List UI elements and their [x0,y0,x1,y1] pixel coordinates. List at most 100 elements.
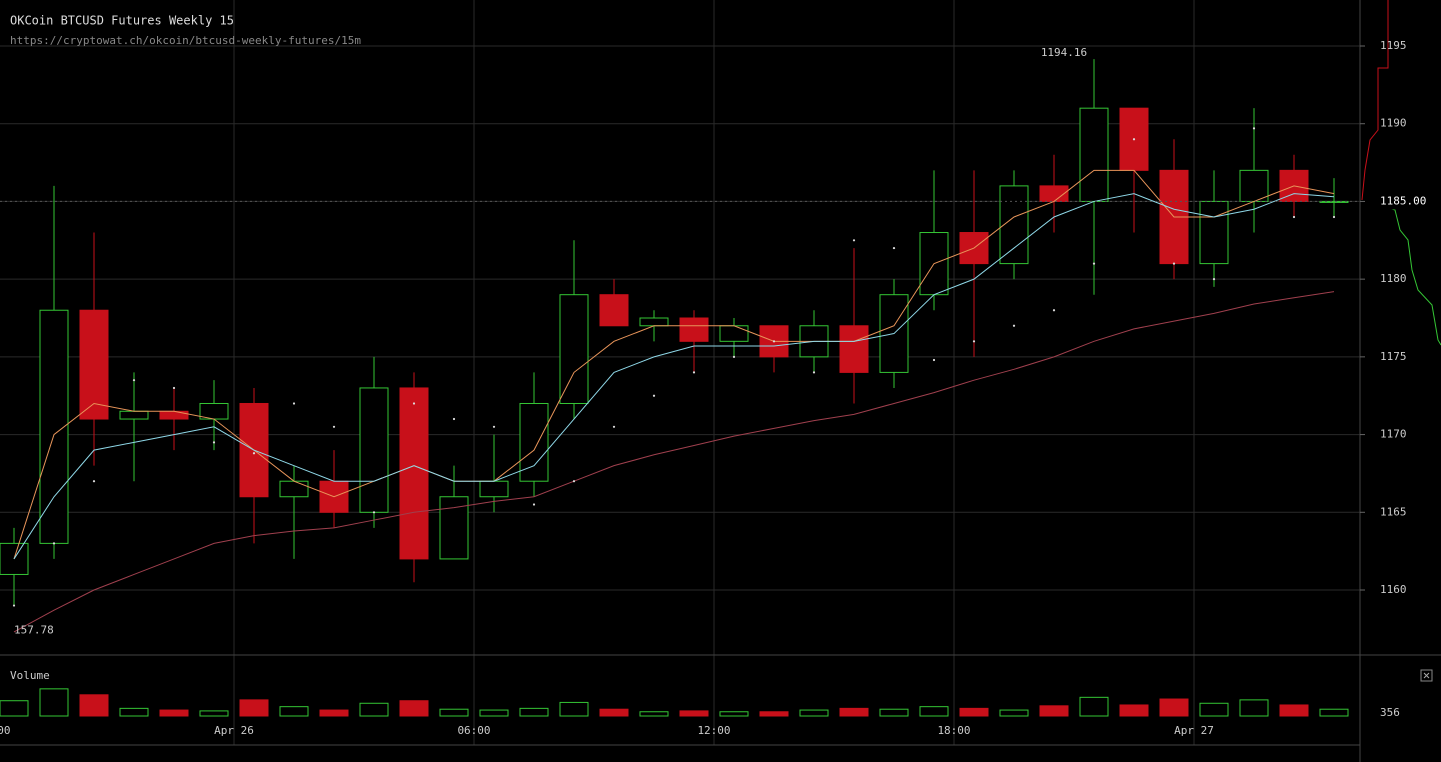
indicator-line [13,193,1335,560]
y-tick-label: 1165 [1380,505,1407,518]
volume-bar [279,706,309,717]
volume-bar [479,709,509,717]
sar-dot [52,542,56,545]
sar-dot [1292,215,1296,219]
volume-bar [719,711,749,717]
sar-dot [172,386,176,390]
volume-bar [359,702,389,717]
volume-bar [239,699,269,717]
volume-bar [119,707,149,717]
x-tick-label: Apr 26 [214,724,254,737]
candle-body [519,402,549,482]
candle-body [119,410,149,420]
sar-dot [412,402,416,405]
current-price-box [1376,193,1436,210]
volume-bar [919,706,949,717]
close-icon[interactable] [1423,672,1430,679]
volume-bar [599,708,629,717]
sar-dot [1012,324,1016,327]
sar-dot [532,503,536,506]
sar-dot [1052,309,1056,312]
volume-bar [1039,705,1069,717]
volume-bar [1319,708,1349,717]
sar-dot [332,425,336,428]
sar-dot [212,441,216,444]
candle-body [639,317,669,327]
candle-body [479,480,509,498]
y-tick-label: 1195 [1380,39,1407,52]
volume-bar [799,709,829,717]
candle-body [599,294,629,327]
volume-bar [1119,704,1149,717]
sar-dot [492,425,496,428]
volume-bar [1239,699,1269,717]
candle-body [839,325,869,373]
volume-bar [559,701,589,717]
sar-dot [892,246,896,250]
sar-dot [812,371,816,374]
x-tick-label: 06:00 [457,724,490,737]
x-tick-label: 18:00 [937,724,970,737]
candle-body [1319,200,1349,203]
sar-dot [972,340,976,343]
volume-bar [319,709,349,717]
annotation: 1194.16 [1041,46,1087,59]
sar-dot [1092,262,1096,265]
y-tick-label: 1190 [1380,117,1407,130]
candle-body [79,309,109,420]
volume-bar [879,708,909,717]
volume-bar [79,694,109,717]
sar-dot [452,417,456,421]
annotation: 157.78 [14,624,54,637]
close-button[interactable] [1420,669,1433,682]
depth-bids [1379,204,1441,346]
volume-bar [1279,704,1309,717]
close-box[interactable] [1420,669,1433,682]
marks [0,59,1349,717]
volume-bar [1159,698,1189,717]
sar-dot [132,379,136,382]
candle-body [719,325,749,342]
sar-dot [1132,138,1136,141]
volume-bar [439,708,469,717]
volume-bar [679,710,709,717]
candle-body [359,387,389,513]
sar-dot [292,402,296,405]
candle-body [279,480,309,498]
sar-dot [612,425,616,428]
chart-title: OKCoin BTCUSD Futures Weekly 15 [10,14,234,28]
volume-bar [0,700,29,717]
volume-bar [959,707,989,717]
sar-dot [92,480,96,483]
depth-asks [1361,0,1389,201]
sar-dot [1172,262,1176,265]
sar-dot [372,511,376,514]
sar-dot [252,452,256,455]
candle-body [439,496,469,560]
sar-dot [732,355,736,358]
volume-bar [519,707,549,717]
sar-dot [652,394,656,397]
candle-body [1199,200,1229,265]
sar-dot [852,239,856,242]
volume-bar [399,700,429,717]
indicator-line [13,169,1335,560]
sar-dot [12,604,16,607]
y-tick-label: 1170 [1380,428,1407,441]
sar-dot [572,480,576,483]
indicator-line [13,291,1335,633]
volume-bar [1199,702,1229,717]
volume-label: Volume [10,669,50,682]
volume-bar [39,688,69,717]
current-price-label: 1185.00 [1380,194,1426,207]
candle-body [399,387,429,560]
volume-tick-label: 356 [1380,706,1400,719]
candle-body [1239,169,1269,202]
x-tick-label: 18:00 [0,724,11,737]
volume-bar [839,707,869,717]
volume-bar [199,710,229,717]
sar-dot [692,371,696,374]
sar-dot [1252,127,1256,130]
candle-body [159,410,189,420]
